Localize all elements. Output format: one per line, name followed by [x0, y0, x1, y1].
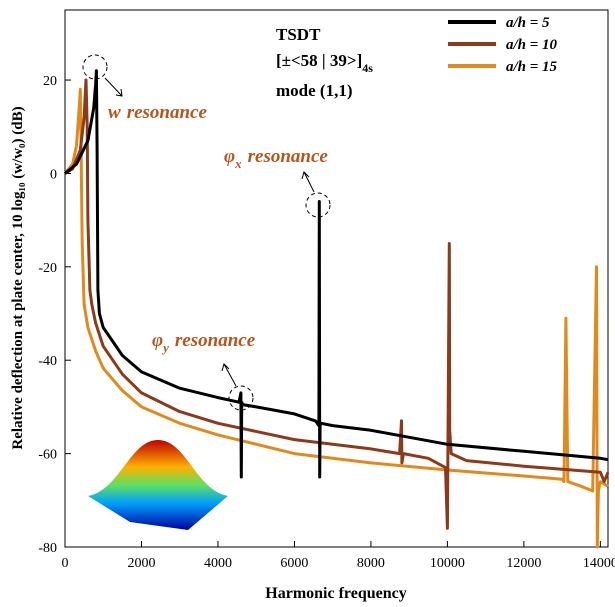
legend-label: a/h = 15: [506, 59, 558, 75]
annotation-symbol: w: [108, 102, 121, 123]
x-axis-label: Harmonic frequency: [265, 585, 406, 602]
title-line: [±<58 | 39>]4s: [276, 51, 373, 75]
title-line: TSDT: [276, 25, 321, 44]
title-text: [±<58 | 39>]: [276, 51, 362, 70]
x-tick-label: 8000: [357, 556, 385, 571]
x-tick-label: 12000: [506, 556, 541, 571]
x-tick-label: 6000: [280, 556, 308, 571]
y-tick-label: 20: [43, 74, 57, 89]
title-line: mode (1,1): [276, 81, 352, 100]
annotation-text: resonance: [175, 330, 256, 351]
y-tick-label: -80: [38, 541, 57, 556]
highlight-circle: [82, 54, 108, 80]
annotation-symbol: φ: [224, 146, 235, 167]
annotation: w resonance: [108, 102, 207, 123]
plot-frame: [64, 9, 609, 548]
x-tick-label: 10000: [430, 556, 465, 571]
series-line: [64, 69, 609, 479]
y-tick-label: -60: [38, 448, 57, 463]
x-tick-label: 0: [62, 556, 69, 571]
annotation: φy resonance: [152, 330, 256, 355]
y-tick-label: -40: [38, 354, 57, 369]
title-subscript: 4s: [362, 61, 373, 75]
surface-inset: [88, 440, 228, 530]
arrow: [221, 363, 237, 387]
x-tick-label: 2000: [127, 556, 155, 571]
y-tick-label: 0: [50, 167, 57, 182]
annotation-text: resonance: [248, 146, 329, 167]
title-text: TSDT: [276, 25, 321, 44]
legend-label: a/h = 5: [506, 15, 550, 31]
annotation: φx resonance: [224, 146, 328, 171]
y-axis-label: Relative deflection at plate center, 10 …: [10, 106, 26, 449]
annotation-text: resonance: [127, 102, 208, 123]
arrow: [104, 77, 123, 97]
highlight-circle: [228, 385, 254, 411]
annotation-symbol: φ: [152, 330, 163, 351]
arrow: [301, 171, 315, 193]
x-tick-label: 4000: [204, 556, 232, 571]
highlight-circle: [305, 192, 331, 218]
annotation-subscript: y: [161, 340, 169, 355]
title-text: mode (1,1): [276, 81, 352, 100]
annotation-subscript: x: [234, 156, 242, 171]
x-tick-label: 14000: [583, 556, 615, 571]
y-tick-label: -20: [38, 261, 57, 276]
legend-label: a/h = 10: [506, 37, 558, 53]
